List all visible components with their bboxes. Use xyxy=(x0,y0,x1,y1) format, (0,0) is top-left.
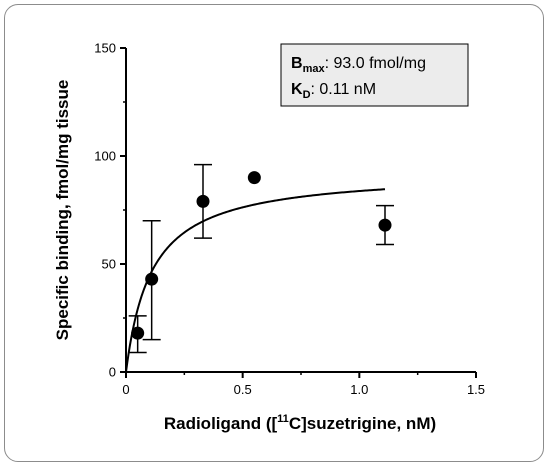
y-tick-label: 0 xyxy=(109,365,116,380)
bmax-subscript: max xyxy=(303,63,326,75)
data-point xyxy=(378,218,392,232)
data-point xyxy=(145,272,159,286)
x-axis-title-post: C]suzetrigine, nM) xyxy=(289,414,436,433)
bmax-label: B xyxy=(291,55,303,72)
y-axis-title: Specific binding, fmol/mg tissue xyxy=(53,80,72,341)
kd-subscript: D xyxy=(303,89,311,101)
error-bars xyxy=(128,163,394,354)
bmax-annotation: Bmax: 93.0 fmol/mg xyxy=(291,55,426,75)
parameter-box-background xyxy=(280,43,469,107)
x-tick-label: 1.0 xyxy=(350,382,368,397)
x-tick-label: 0.5 xyxy=(234,382,252,397)
data-points xyxy=(131,171,392,340)
data-point xyxy=(196,194,210,208)
kd-annotation: KD: 0.11 nM xyxy=(291,81,376,101)
kd-value: : 0.11 nM xyxy=(311,81,377,98)
y-tick-label: 100 xyxy=(94,149,116,164)
bmax-value: : 93.0 fmol/mg xyxy=(325,55,426,72)
data-point xyxy=(247,171,261,185)
x-axis-title-pre: Radioligand ([ xyxy=(164,414,278,433)
kd-label: K xyxy=(291,81,303,98)
y-tick-label: 50 xyxy=(102,257,116,272)
x-tick-label: 1.5 xyxy=(467,382,485,397)
x-axis-title: Radioligand ([11C]suzetrigine, nM) xyxy=(164,413,436,433)
y-tick-label: 150 xyxy=(94,41,116,56)
data-point xyxy=(131,326,145,340)
x-tick-label: 0 xyxy=(122,382,129,397)
ticks: 0 0.5 1.0 1.5 0 50 100 150 xyxy=(94,41,485,398)
fit-curve xyxy=(125,188,386,373)
parameter-box: Bmax: 93.0 fmol/mg KD: 0.11 nM xyxy=(280,43,469,107)
x-axis-title-sup: 11 xyxy=(277,413,289,425)
